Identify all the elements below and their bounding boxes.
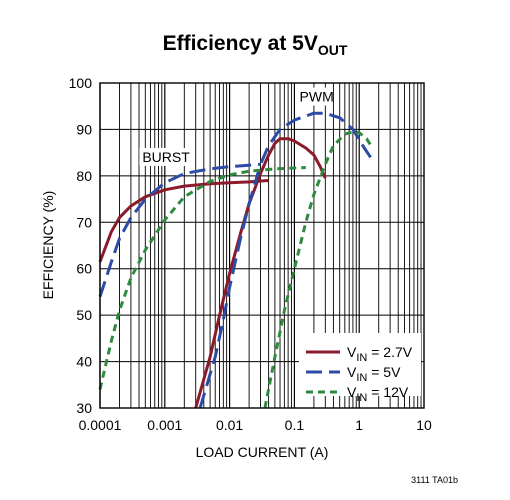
plot-frame [99,82,425,409]
tick-labels: 0.0001 0.001 0.01 0.1 1 10 30 40 50 60 70 80 90 100 [69,75,432,433]
chart-title: Efficiency at 5VOUT [163,32,348,58]
x-tick-label: 0.1 [285,417,305,433]
y-tick-label: 60 [76,261,92,277]
legend-entry-label: VIN = 5V [347,364,401,384]
legend-background [299,333,421,396]
annotations: BURST PWM [139,87,334,166]
y-axis-label: EFFICIENCY (%) [40,191,56,300]
y-tick-label: 70 [76,214,92,230]
annotation-burst: BURST [142,149,190,165]
y-tick-label: 40 [76,354,92,370]
y-tick-label: 90 [76,121,92,137]
x-axis-label: LOAD CURRENT (A) [196,444,329,460]
series-line-1-segment-1 [198,111,372,409]
series-group [98,111,374,409]
y-tick-label: 100 [69,75,93,91]
y-tick-label: 30 [76,400,92,416]
annotation-background [296,87,330,106]
x-tick-label: 0.001 [147,417,182,433]
annotation-pwm: PWM [300,89,334,105]
series-line-0-segment-1 [194,137,327,409]
legend-entry-label: VIN = 12V [347,384,409,404]
legend-entry-label: VIN = 2.7V [347,344,413,364]
series-line-2-segment-1 [263,130,374,409]
x-tick-label: 1 [355,417,363,433]
annotation-background [139,147,191,166]
figure-code: 3111 TA01b [411,475,458,485]
y-tick-label: 50 [76,307,92,323]
y-tick-label: 80 [76,168,92,184]
chart-title-sub: OUT [318,42,348,58]
x-tick-label: 0.0001 [79,417,122,433]
chart-title-main: Efficiency at 5V [163,32,318,55]
x-tick-label: 0.01 [216,417,243,433]
series-line-0-segment-0 [98,179,269,263]
x-tick-label: 10 [416,417,432,433]
series-line-1-segment-0 [98,162,261,298]
